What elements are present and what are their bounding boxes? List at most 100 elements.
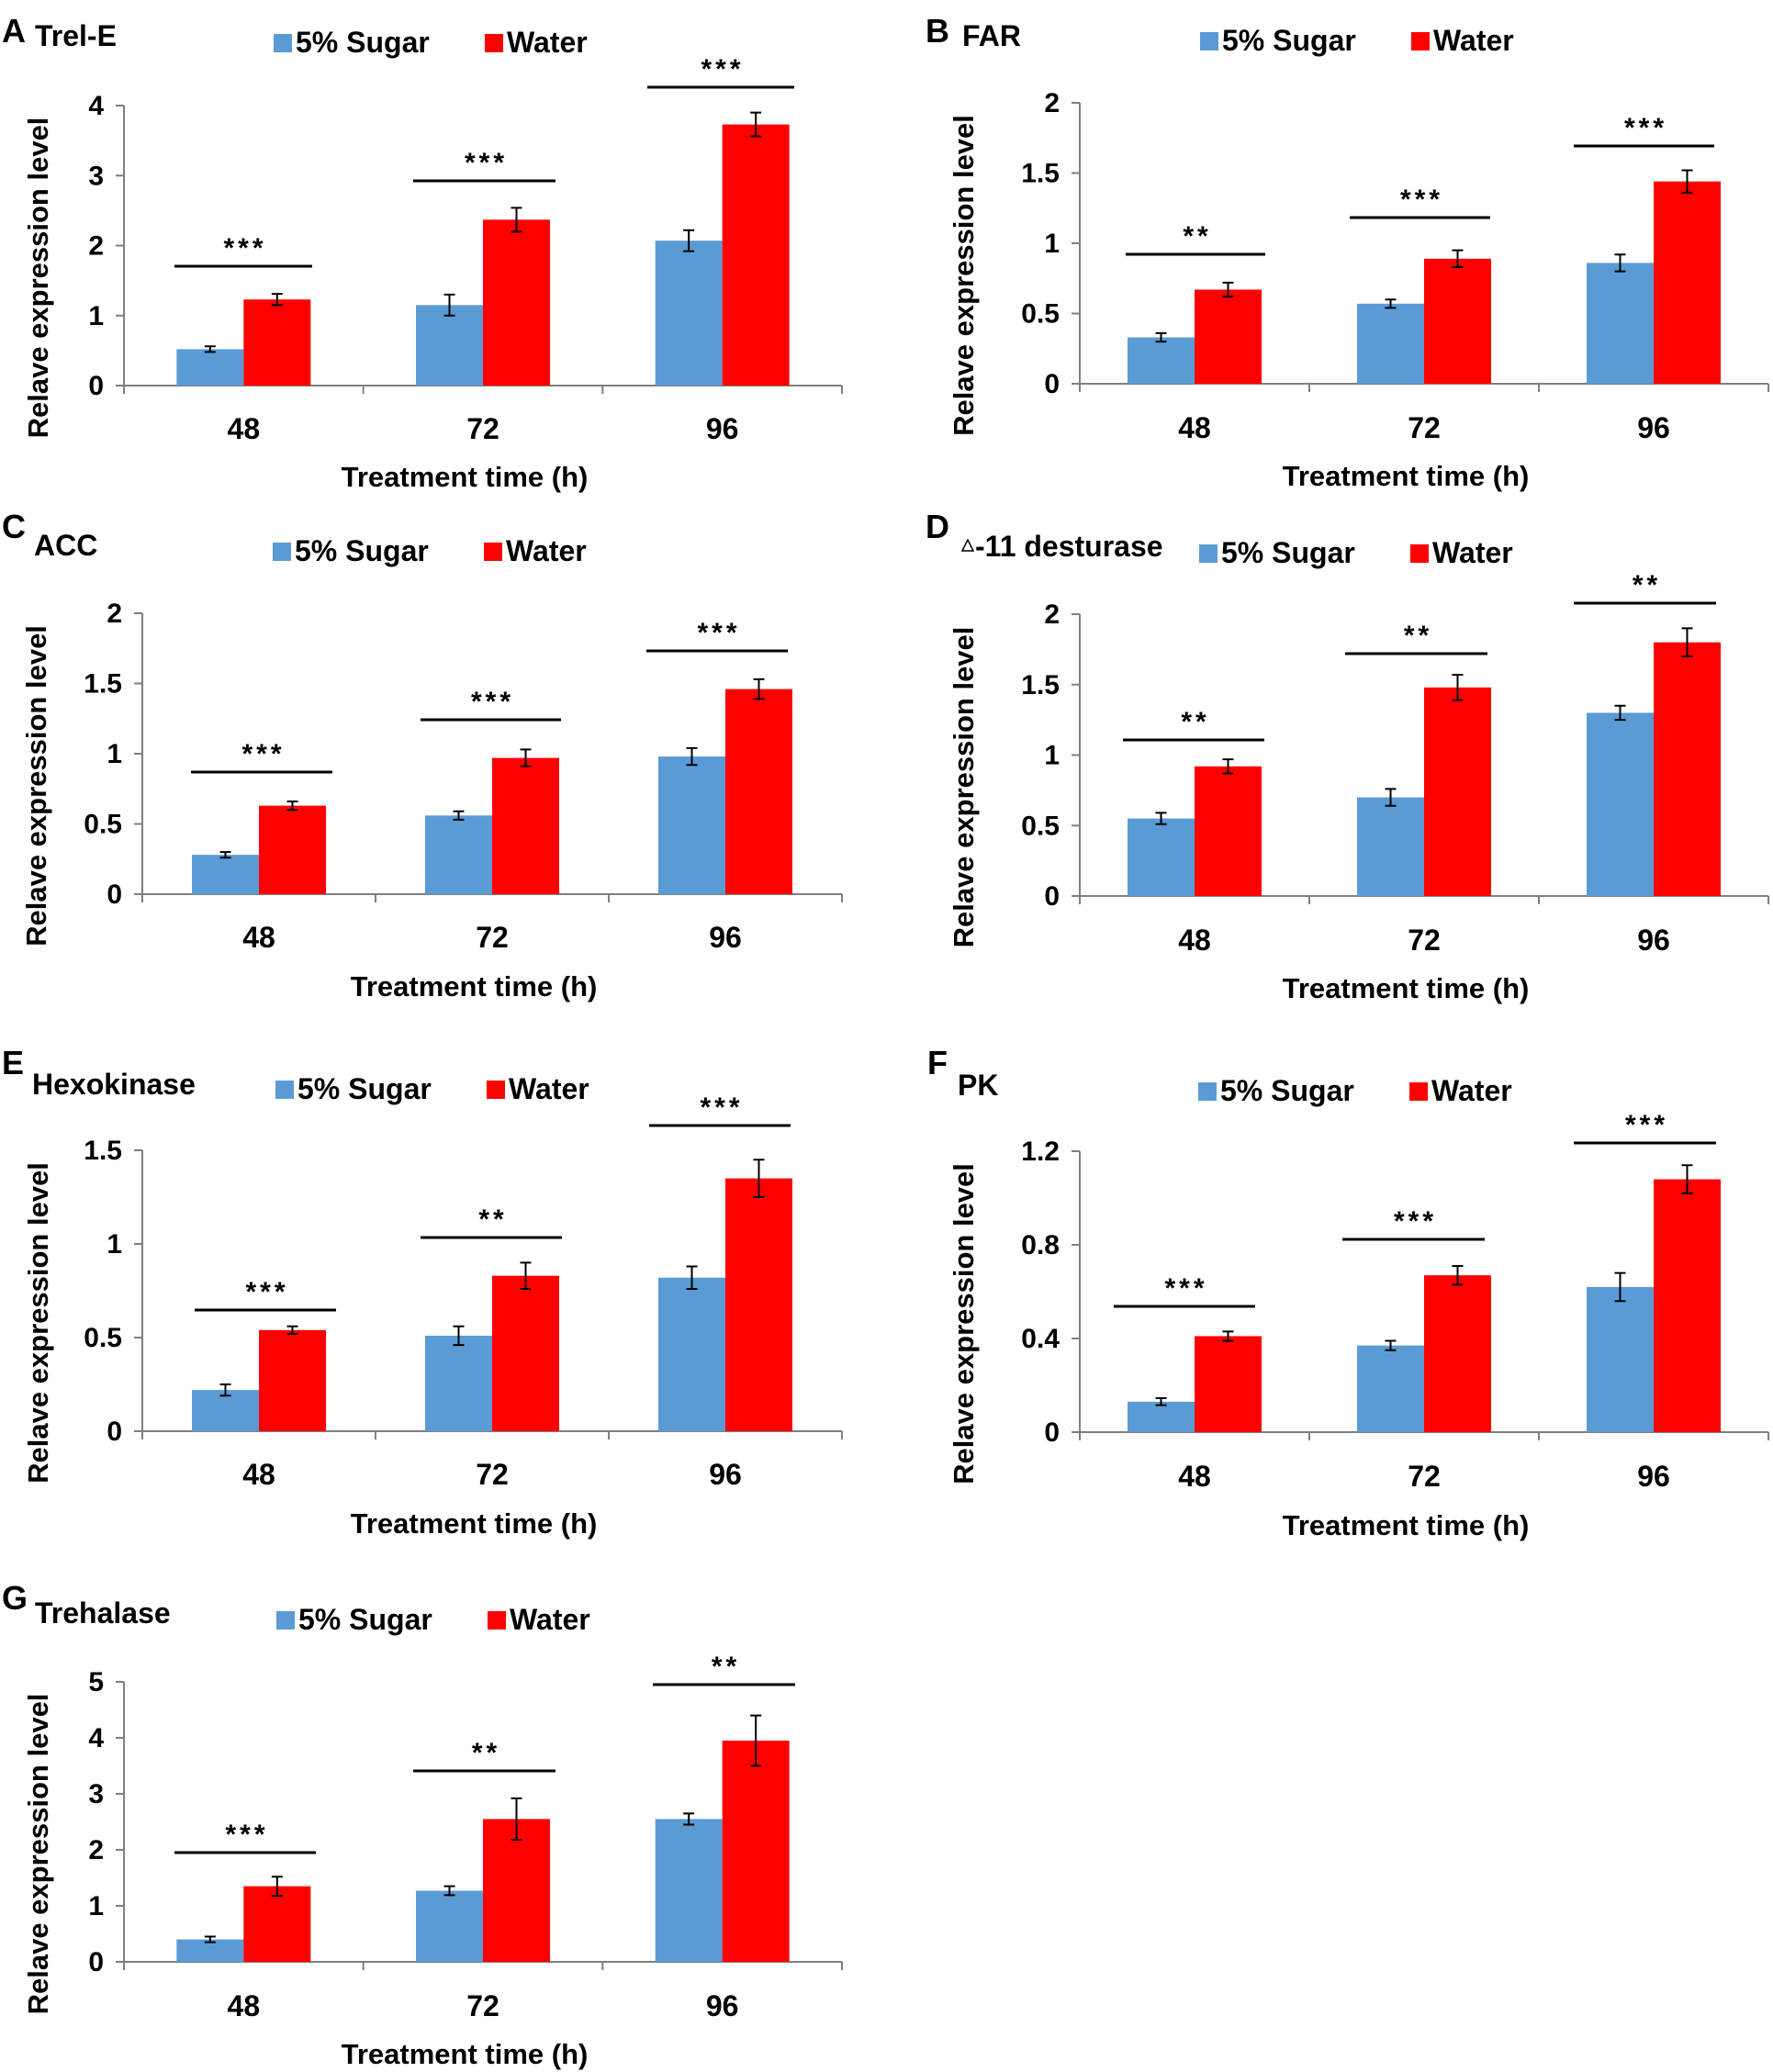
y-tick-label: 1.2: [1021, 1137, 1060, 1167]
error-bar: [753, 1159, 765, 1198]
error-bar: [286, 801, 298, 812]
x-category-label: 48: [228, 1989, 261, 2022]
chart-title: ACC: [34, 529, 97, 562]
bar-sugar-48: [1128, 818, 1195, 896]
error-bar: [511, 207, 522, 233]
y-tick-label: 0: [88, 1947, 104, 1977]
y-tick-label: 1: [107, 1229, 122, 1260]
error-bar: [204, 1935, 216, 1943]
x-category-label: 96: [706, 1989, 739, 2022]
chart-panel-d: D -11 desturase 5% Sugar Water 0 0.5 1 1.5 2 48 72…: [926, 508, 1769, 1004]
significance-label: **: [712, 1652, 740, 1682]
bar-sugar-72: [425, 1335, 492, 1431]
bar-water-96: [725, 1178, 792, 1431]
significance-label: ***: [1624, 113, 1667, 143]
error-bar: [1155, 331, 1167, 343]
bar-sugar-72: [1357, 303, 1424, 384]
significance-label: ***: [245, 1277, 288, 1307]
y-axis-label: Relave expression level: [22, 118, 54, 439]
significance-label: ***: [701, 54, 744, 84]
error-bar: [1222, 758, 1234, 775]
significance-label: ***: [700, 1092, 743, 1123]
x-category-label: 96: [709, 1458, 742, 1491]
chart-title: -11 desturase: [975, 530, 1163, 563]
chart-title: FAR: [962, 19, 1021, 52]
legend-swatch-water: [1409, 1082, 1428, 1101]
chart-title: Trel-E: [35, 19, 117, 52]
y-tick-label: 0: [1044, 881, 1060, 912]
y-axis-label: Relave expression level: [948, 627, 980, 948]
error-bar: [453, 1325, 465, 1347]
bar-sugar-48: [176, 349, 244, 386]
bar-sugar-72: [425, 815, 492, 894]
bar-water-96: [1654, 181, 1721, 384]
significance-label: **: [1404, 621, 1432, 651]
x-category-label: 48: [242, 921, 275, 954]
error-bar: [1452, 249, 1464, 269]
significance-label: ***: [1625, 1110, 1668, 1140]
panel-letter: B: [926, 12, 949, 50]
bar-water-48: [1195, 1336, 1262, 1432]
bar-water-48: [243, 1886, 311, 1962]
error-bar: [1614, 253, 1626, 273]
x-category-label: 48: [242, 1458, 275, 1491]
bar-sugar-96: [1587, 1286, 1654, 1432]
bar-water-72: [483, 1819, 550, 1962]
legend-swatch-sugar: [276, 1611, 295, 1630]
x-category-label: 72: [466, 1989, 499, 2022]
legend-label-water: Water: [509, 1072, 589, 1105]
error-bar: [1614, 1271, 1626, 1303]
bar-sugar-72: [1357, 797, 1424, 896]
x-category-label: 96: [706, 412, 739, 445]
legend-label-sugar: 5% Sugar: [298, 1603, 432, 1636]
bar-sugar-48: [192, 855, 259, 894]
x-category-label: 48: [1178, 411, 1211, 444]
significance-label: **: [472, 1738, 500, 1768]
error-bar: [286, 1325, 298, 1335]
panel-letter: A: [2, 12, 26, 50]
bar-sugar-96: [655, 241, 723, 386]
significance-label: **: [1183, 221, 1211, 252]
legend-label-sugar: 5% Sugar: [296, 26, 430, 59]
y-tick-label: 2: [1044, 88, 1060, 118]
panel-letter: C: [2, 508, 26, 545]
x-axis-label: Treatment time (h): [1283, 972, 1530, 1004]
y-axis-label: Relave expression level: [948, 1163, 980, 1484]
bar-sugar-48: [1128, 1401, 1195, 1432]
error-bar: [1385, 788, 1397, 807]
error-bar: [271, 293, 283, 307]
y-axis-label: Relave expression level: [948, 115, 980, 436]
panel-letter: E: [2, 1044, 24, 1081]
y-tick-label: 2: [88, 1835, 104, 1865]
legend-label-sugar: 5% Sugar: [1221, 536, 1355, 569]
error-bar: [453, 810, 465, 821]
x-axis-label: Treatment time (h): [351, 970, 598, 1002]
error-bar: [219, 851, 231, 859]
y-tick-label: 1: [1044, 741, 1060, 771]
significance-label: **: [1633, 570, 1661, 600]
chart-panel-c: C ACC 5% Sugar Water 0 0.5 1 1.5 2 48 72 96 *** *** **…: [2, 508, 843, 1002]
significance-label: ***: [1394, 1206, 1437, 1237]
legend-label-sugar: 5% Sugar: [1222, 24, 1356, 57]
legend-swatch-water: [484, 543, 502, 561]
x-category-label: 72: [476, 921, 509, 954]
y-tick-label: 1.5: [1021, 159, 1060, 189]
bar-sugar-72: [416, 1890, 483, 1962]
bar-water-48: [243, 299, 311, 386]
legend-label-water: Water: [507, 26, 588, 59]
error-bar: [1681, 169, 1693, 194]
error-bar: [750, 1714, 762, 1767]
x-category-label: 48: [1178, 1460, 1211, 1493]
significance-label: ***: [471, 687, 514, 717]
panel-letter: G: [2, 1579, 28, 1617]
bar-water-96: [725, 689, 792, 894]
legend-swatch-water: [488, 1611, 506, 1630]
y-tick-label: 2: [88, 231, 104, 262]
legend-label-water: Water: [1433, 24, 1514, 57]
bar-sugar-48: [192, 1390, 259, 1431]
bar-sugar-96: [658, 756, 725, 894]
error-bar: [443, 293, 455, 317]
error-bar: [1452, 674, 1464, 701]
